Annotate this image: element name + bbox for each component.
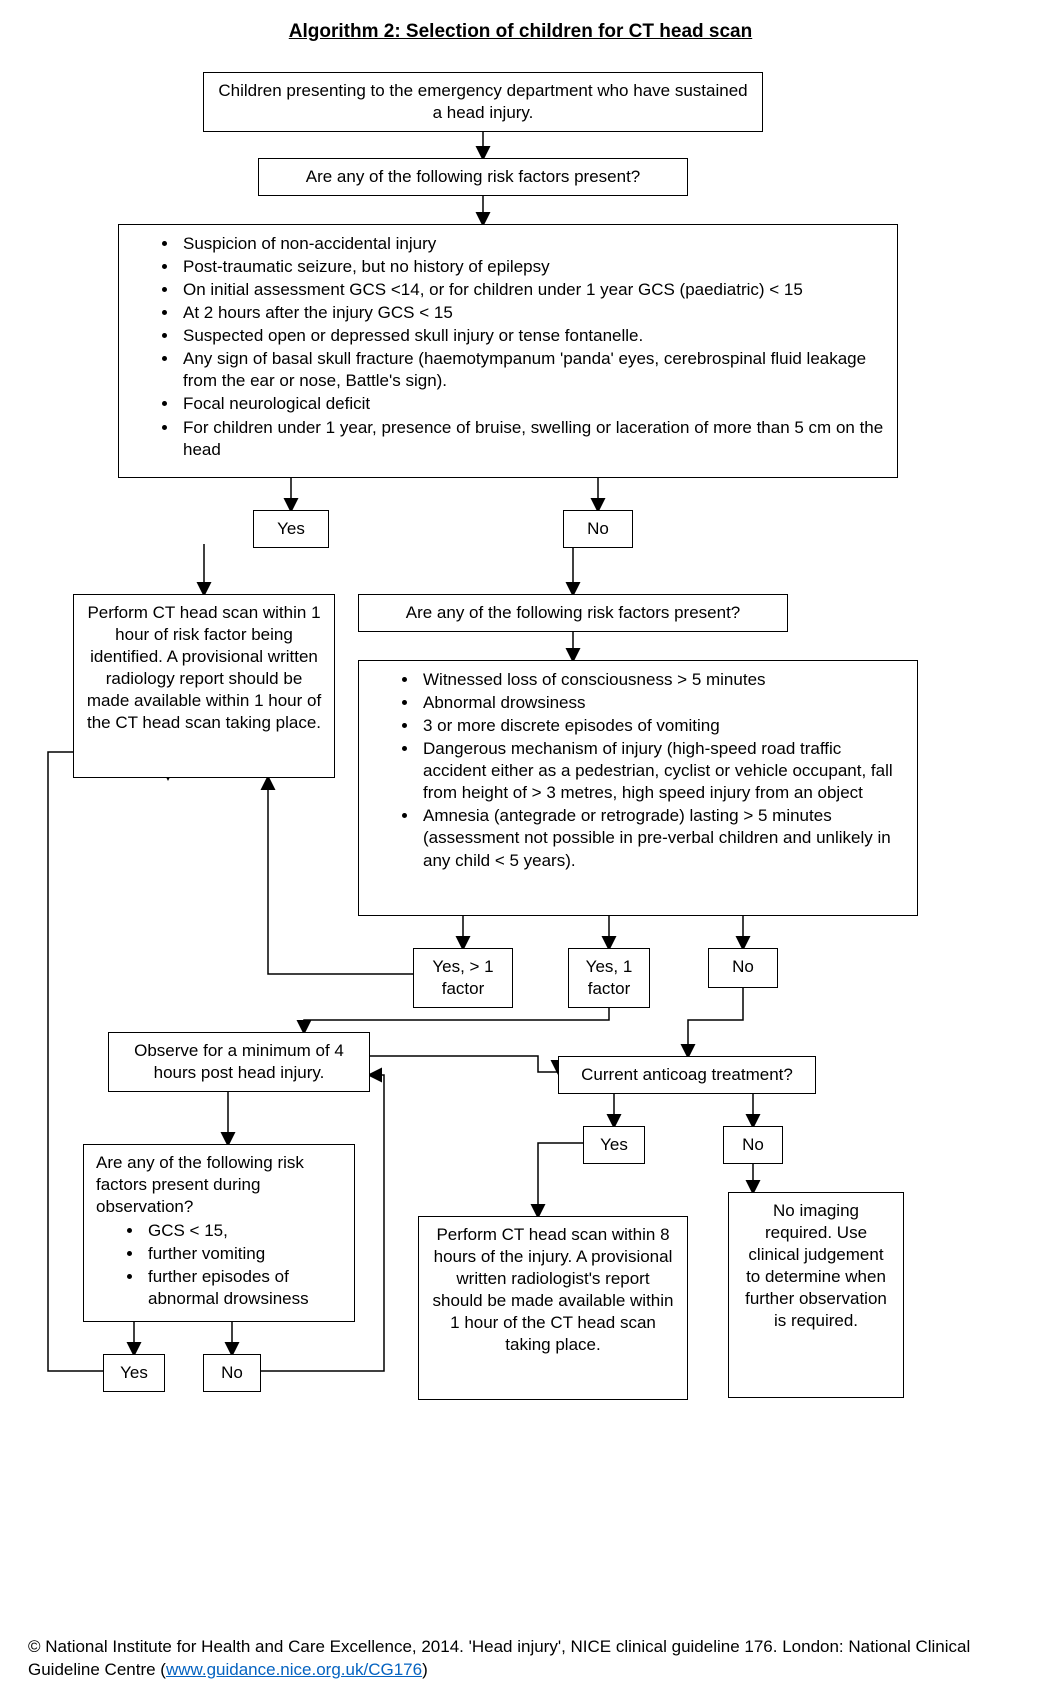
footer-link[interactable]: www.guidance.nice.org.uk/CG176: [166, 1660, 422, 1679]
node-yes-1: Yes: [253, 510, 329, 548]
list-item: GCS < 15,: [144, 1220, 342, 1242]
list-item: Focal neurological deficit: [179, 393, 885, 415]
node-observe-4h: Observe for a minimum of 4 hours post he…: [108, 1032, 370, 1092]
node-yes-1factor: Yes, 1 factor: [568, 948, 650, 1008]
list-item: Suspected open or depressed skull injury…: [179, 325, 885, 347]
node-anticoag-q: Current anticoag treatment?: [558, 1056, 816, 1094]
node-risk-list-2: Witnessed loss of consciousness > 5 minu…: [358, 660, 918, 916]
footer-credit: © National Institute for Health and Care…: [28, 1636, 1013, 1682]
node-yes-anticoag: Yes: [583, 1126, 645, 1164]
list-item: Witnessed loss of consciousness > 5 minu…: [419, 669, 905, 691]
node-no-1: No: [563, 510, 633, 548]
node-no-obs: No: [203, 1354, 261, 1392]
page-title: Algorithm 2: Selection of children for C…: [28, 20, 1013, 44]
list-item: For children under 1 year, presence of b…: [179, 417, 885, 461]
node-yes-gt1: Yes, > 1 factor: [413, 948, 513, 1008]
node-risk-list-1: Suspicion of non-accidental injuryPost-t…: [118, 224, 898, 478]
list-item: On initial assessment GCS <14, or for ch…: [179, 279, 885, 301]
list-item: Dangerous mechanism of injury (high-spee…: [419, 738, 905, 804]
list-item: Suspicion of non-accidental injury: [179, 233, 885, 255]
node-presenting: Children presenting to the emergency dep…: [203, 72, 763, 132]
list-item: further episodes of abnormal drowsiness: [144, 1266, 342, 1310]
node-ct-1hr: Perform CT head scan within 1 hour of ri…: [73, 594, 335, 778]
list-item: Abnormal drowsiness: [419, 692, 905, 714]
list-item: 3 or more discrete episodes of vomiting: [419, 715, 905, 737]
list-item: Post-traumatic seizure, but no history o…: [179, 256, 885, 278]
node-obs-risk: Are any of the following risk factors pr…: [83, 1144, 355, 1322]
list-item: At 2 hours after the injury GCS < 15: [179, 302, 885, 324]
list-item: Any sign of basal skull fracture (haemot…: [179, 348, 885, 392]
node-no-2: No: [708, 948, 778, 988]
node-no-imaging: No imaging required. Use clinical judgem…: [728, 1192, 904, 1398]
node-ct-8hr: Perform CT head scan within 8 hours of t…: [418, 1216, 688, 1400]
node-risk-q2: Are any of the following risk factors pr…: [358, 594, 788, 632]
node-no-anticoag: No: [723, 1126, 783, 1164]
list-item: Amnesia (antegrade or retrograde) lastin…: [419, 805, 905, 871]
flowchart-canvas: Children presenting to the emergency dep…: [28, 72, 988, 1632]
node-risk-q1: Are any of the following risk factors pr…: [258, 158, 688, 196]
list-item: further vomiting: [144, 1243, 342, 1265]
node-yes-obs: Yes: [103, 1354, 165, 1392]
